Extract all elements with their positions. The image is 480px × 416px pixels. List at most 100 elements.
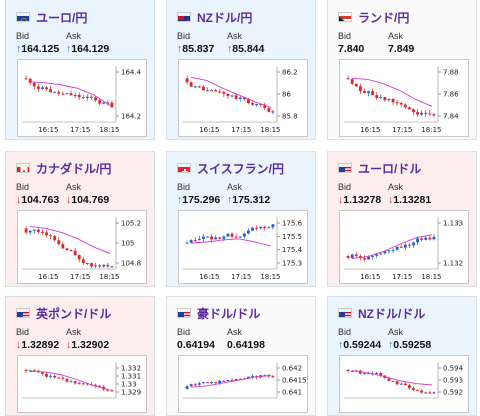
candle-body bbox=[86, 263, 89, 264]
currency-pair-label[interactable]: ユーロ/円 bbox=[36, 9, 87, 26]
candle-body bbox=[206, 90, 209, 91]
currency-pair-label[interactable]: スイスフラン/円 bbox=[197, 160, 284, 177]
candle-body bbox=[29, 79, 32, 83]
ask-value: ↑85.844 bbox=[227, 43, 264, 55]
candle-body bbox=[102, 265, 105, 267]
currency-pair-label[interactable]: 豪ドル/ドル bbox=[197, 305, 260, 322]
candle-body bbox=[267, 108, 270, 112]
tile-header[interactable]: NZドル/ドル bbox=[338, 305, 425, 321]
candle-body bbox=[412, 242, 415, 245]
candle-body bbox=[392, 99, 395, 102]
y-tick-label: 0.594 bbox=[443, 365, 464, 373]
candle-body bbox=[433, 237, 436, 239]
candle-body bbox=[90, 263, 93, 266]
candle-body bbox=[186, 243, 189, 244]
currency-pair-label[interactable]: NZドル/円 bbox=[197, 9, 252, 26]
x-tick-label: 16:15 bbox=[38, 273, 58, 281]
candle-body bbox=[194, 240, 197, 241]
ask-value: 7.849 bbox=[388, 43, 414, 55]
eu-us-flag-icon bbox=[338, 163, 352, 173]
candle-body bbox=[210, 236, 213, 239]
moving-average-line bbox=[191, 77, 271, 107]
bid-value: ↓1.13278 bbox=[338, 194, 381, 206]
candle-body bbox=[404, 384, 407, 386]
candle-body bbox=[347, 370, 350, 371]
candle-body bbox=[111, 266, 114, 267]
currency-pair-label[interactable]: 英ポンド/ドル bbox=[36, 305, 111, 322]
candle-body bbox=[428, 114, 431, 115]
candle-body bbox=[396, 381, 399, 384]
tile-header[interactable]: ユーロ/円 bbox=[16, 9, 87, 25]
candle-body bbox=[396, 247, 399, 250]
currency-pair-label[interactable]: カナダドル/円 bbox=[36, 160, 111, 177]
tile-header[interactable]: ユーロ/ドル bbox=[338, 160, 421, 176]
y-tick-label: 86 bbox=[282, 91, 291, 99]
y-tick-label: 175.6 bbox=[282, 220, 303, 228]
candle-body bbox=[66, 93, 69, 94]
candle-body bbox=[190, 240, 193, 243]
candle-body bbox=[61, 244, 64, 248]
candle-body bbox=[392, 250, 395, 251]
candle-body bbox=[78, 95, 81, 97]
candle-body bbox=[49, 235, 52, 236]
currency-pair-label[interactable]: NZドル/ドル bbox=[358, 305, 425, 322]
candle-body bbox=[186, 386, 189, 389]
x-tick-label: 18:15 bbox=[99, 126, 119, 134]
candle-body bbox=[347, 256, 350, 258]
tile-header[interactable]: スイスフラン/円 bbox=[177, 160, 284, 176]
candle-body bbox=[367, 257, 370, 260]
candle-body bbox=[202, 382, 205, 383]
ask-label: Ask bbox=[388, 182, 403, 192]
tile-header[interactable]: ランド/円 bbox=[338, 9, 409, 25]
currency-pair-label[interactable]: ランド/円 bbox=[358, 9, 409, 26]
tile-header[interactable]: カナダドル/円 bbox=[16, 160, 111, 176]
y-tick-label: 1.133 bbox=[443, 220, 463, 228]
ask-value: ↓104.769 bbox=[66, 194, 109, 206]
ask-value: ↑0.59258 bbox=[388, 339, 431, 351]
candle-body bbox=[424, 238, 427, 240]
tile-header[interactable]: 英ポンド/ドル bbox=[16, 305, 111, 321]
candle-body bbox=[90, 97, 93, 98]
candle-body bbox=[367, 91, 370, 93]
tile-header[interactable]: NZドル/円 bbox=[177, 9, 252, 25]
candle-body bbox=[222, 381, 225, 382]
x-tick-label: 18:15 bbox=[260, 273, 280, 281]
ask-label: Ask bbox=[227, 182, 242, 192]
y-tick-label: 0.6415 bbox=[282, 377, 307, 385]
bid-label: Bid bbox=[177, 31, 190, 41]
bid-value: ↑164.125 bbox=[16, 43, 59, 55]
x-tick-label: 17:15 bbox=[231, 273, 251, 281]
y-tick-label: 0.641 bbox=[282, 389, 302, 397]
bid-value: ↑0.59244 bbox=[338, 339, 381, 351]
y-tick-label: 0.592 bbox=[443, 389, 463, 397]
candle-body bbox=[251, 103, 254, 105]
candle-body bbox=[247, 231, 250, 234]
moving-average-line bbox=[30, 226, 110, 253]
candle-body bbox=[61, 378, 64, 379]
candle-body bbox=[49, 376, 52, 377]
candle-body bbox=[263, 375, 266, 376]
tile-header[interactable]: 豪ドル/ドル bbox=[177, 305, 260, 321]
candle-body bbox=[375, 95, 378, 98]
currency-pair-label[interactable]: ユーロ/ドル bbox=[358, 160, 421, 177]
candle-body bbox=[420, 238, 423, 239]
candle-body bbox=[255, 104, 258, 105]
